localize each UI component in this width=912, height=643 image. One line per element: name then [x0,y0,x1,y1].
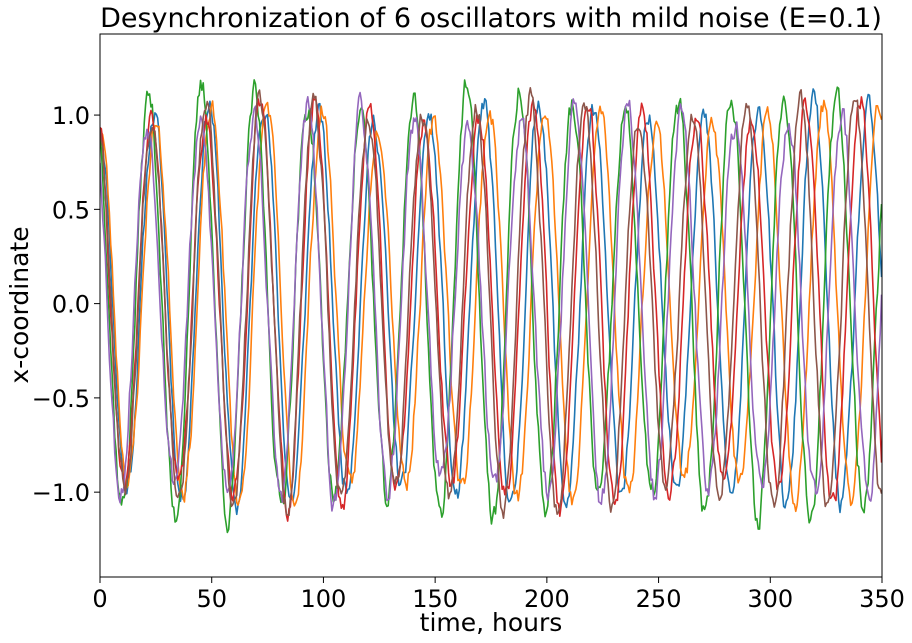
series-line-oscillator-6 [100,87,882,520]
series-line-oscillator-3 [100,79,882,534]
series-line-oscillator-2 [100,99,882,513]
y-tick-label: −0.5 [32,385,90,413]
x-axis-ticks: 0 50 100 150 200 250 300 350 [92,577,905,613]
y-axis-label: x-coordinate [5,226,34,383]
x-tick-label: 0 [92,585,107,613]
x-axis-label: time, hours [420,608,563,637]
x-tick-label: 100 [301,585,347,613]
x-tick-label: 50 [196,585,227,613]
series-layer [100,79,882,534]
x-tick-label: 250 [636,585,682,613]
y-tick-label: 0.0 [52,291,90,319]
y-axis-ticks: −1.0 −0.5 0.0 0.5 1.0 [32,102,100,507]
x-tick-label: 300 [747,585,793,613]
y-tick-label: 0.5 [52,196,90,224]
x-tick-label: 150 [412,585,458,613]
plot-frame [99,33,883,578]
x-tick-label: 350 [859,585,905,613]
series-line-oscillator-1 [100,88,882,516]
series-line-oscillator-5 [100,91,882,512]
y-tick-label: −1.0 [32,479,90,507]
chart-title: Desynchronization of 6 oscillators with … [100,3,882,34]
x-tick-label: 200 [524,585,570,613]
y-tick-label: 1.0 [52,102,90,130]
